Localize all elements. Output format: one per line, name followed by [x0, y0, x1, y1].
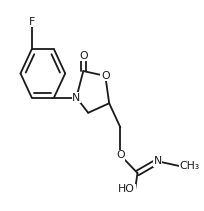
Text: CH₃: CH₃: [179, 161, 199, 171]
Text: N: N: [72, 92, 80, 103]
Text: N: N: [153, 156, 161, 166]
Text: F: F: [28, 16, 35, 27]
Text: O: O: [101, 71, 109, 81]
Text: O: O: [115, 150, 124, 160]
Text: O: O: [79, 51, 87, 61]
Text: HO: HO: [118, 184, 134, 195]
